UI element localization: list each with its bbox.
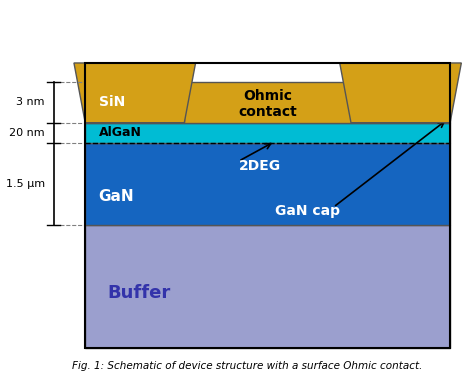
Text: Fig. 1: Schematic of device structure with a surface Ohmic contact.: Fig. 1: Schematic of device structure wi… — [72, 361, 422, 371]
Text: SiN: SiN — [99, 95, 125, 109]
Bar — [184, 82, 351, 123]
Text: 2DEG: 2DEG — [238, 159, 281, 173]
Text: GaN cap: GaN cap — [275, 203, 340, 218]
Text: GaN: GaN — [99, 189, 134, 204]
Text: Ohmic
contact: Ohmic contact — [238, 89, 297, 119]
Bar — [351, 82, 450, 123]
Text: 1.5 μm: 1.5 μm — [6, 179, 45, 189]
Text: 3 nm: 3 nm — [16, 97, 45, 107]
Polygon shape — [340, 63, 461, 123]
Bar — [85, 123, 450, 143]
Text: 20 nm: 20 nm — [9, 128, 45, 138]
Bar — [85, 63, 450, 349]
Bar — [85, 225, 450, 349]
Bar — [85, 82, 184, 123]
Text: Buffer: Buffer — [108, 284, 171, 302]
Polygon shape — [74, 63, 196, 123]
Text: AlGaN: AlGaN — [99, 126, 142, 139]
Bar — [85, 143, 450, 225]
